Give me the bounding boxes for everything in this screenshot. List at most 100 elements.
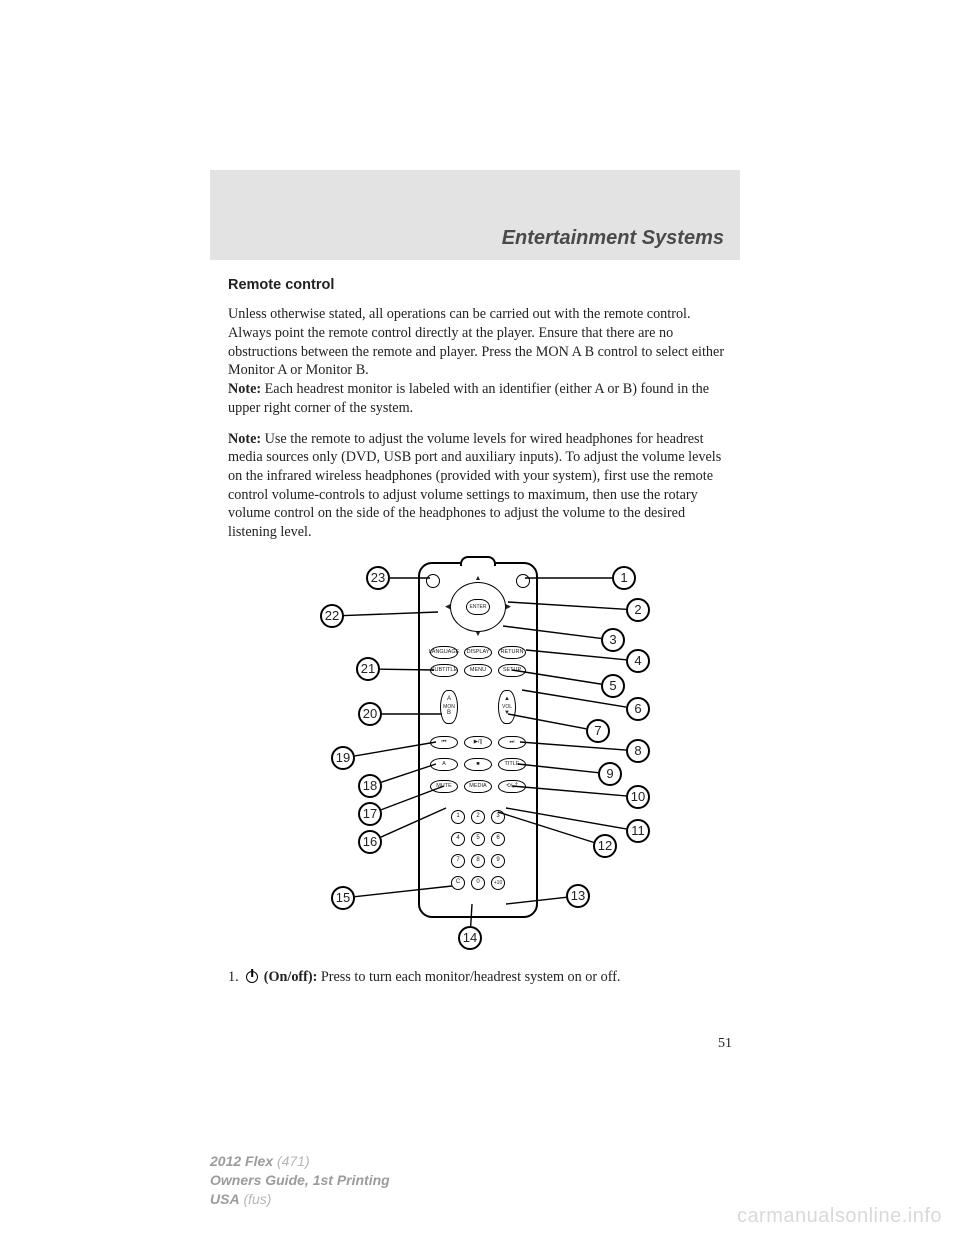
callout-10: 10 bbox=[626, 785, 650, 809]
key-8: 8 bbox=[471, 854, 485, 868]
callout-4: 4 bbox=[626, 649, 650, 673]
button-row-6: A ■ TITLE bbox=[420, 758, 536, 771]
key-plus10: +10 bbox=[491, 876, 505, 890]
dpad-left-icon: ◀ bbox=[445, 602, 450, 611]
callout-12: 12 bbox=[593, 834, 617, 858]
enter-button: ENTER bbox=[466, 599, 490, 615]
display-button: DISPLAY bbox=[464, 646, 492, 659]
note2-label: Note: bbox=[228, 431, 261, 447]
intro-paragraph: Unless otherwise stated, all operations … bbox=[228, 305, 728, 417]
dpad-down-icon: ▼ bbox=[475, 630, 482, 639]
note1-label: Note: bbox=[228, 381, 261, 397]
page-number: 51 bbox=[718, 1036, 732, 1052]
callout-22: 22 bbox=[320, 604, 344, 628]
vol-text: VOL bbox=[502, 704, 512, 711]
key-c: C bbox=[451, 876, 465, 890]
dpad: ENTER ▲ ▼ ◀ ▶ bbox=[443, 576, 513, 638]
button-row-2: LANGUAGE DISPLAY RETURN bbox=[420, 646, 536, 659]
intro-text: Unless otherwise stated, all operations … bbox=[228, 306, 724, 378]
media-button: MEDIA bbox=[464, 780, 492, 793]
key-3: 3 bbox=[491, 810, 505, 824]
footer: 2012 Flex (471) Owners Guide, 1st Printi… bbox=[210, 1152, 390, 1209]
power-button bbox=[516, 574, 530, 588]
repeat-shuffle-button: ⟲/⤴ bbox=[498, 780, 526, 793]
mon-b-icon: B bbox=[447, 710, 451, 718]
dpad-up-icon: ▲ bbox=[475, 574, 482, 583]
keypad-row-4: C 0 +10 bbox=[420, 876, 536, 890]
item1-prefix: 1. bbox=[228, 969, 242, 985]
footer-model-code: (471) bbox=[273, 1153, 310, 1169]
callout-2: 2 bbox=[626, 598, 650, 622]
callout-15: 15 bbox=[331, 886, 355, 910]
callout-7: 7 bbox=[586, 719, 610, 743]
keypad-row-1: 1 2 3 bbox=[420, 810, 536, 824]
remote-control-heading: Remote control bbox=[228, 276, 728, 295]
manual-page: Entertainment Systems Remote control Unl… bbox=[0, 0, 960, 1242]
key-2: 2 bbox=[471, 810, 485, 824]
callout-8: 8 bbox=[626, 739, 650, 763]
key-6: 6 bbox=[491, 832, 505, 846]
subtitle-button: SUBTITLE bbox=[430, 664, 458, 677]
callout-9: 9 bbox=[598, 762, 622, 786]
footer-line1: 2012 Flex (471) bbox=[210, 1152, 390, 1171]
stop-button: ■ bbox=[464, 758, 492, 771]
callout-3: 3 bbox=[601, 628, 625, 652]
button-row-5: ⏮ ▶/∥ ⏭ bbox=[420, 736, 536, 749]
callout-1: 1 bbox=[612, 566, 636, 590]
control-item-1: 1. (On/off): Press to turn each monitor/… bbox=[228, 968, 728, 987]
prev-button: ⏮ bbox=[430, 736, 458, 749]
callout-23: 23 bbox=[366, 566, 390, 590]
callout-6: 6 bbox=[626, 697, 650, 721]
key-7: 7 bbox=[451, 854, 465, 868]
mon-rocker: A MON B bbox=[440, 690, 458, 724]
key-1: 1 bbox=[451, 810, 465, 824]
item1-label: (On/off): bbox=[260, 969, 317, 985]
remote-outline: ENTER ▲ ▼ ◀ ▶ LANGUAGE DISPLAY RETURN SU… bbox=[418, 562, 538, 918]
mon-text: MON bbox=[443, 704, 455, 711]
dpad-right-icon: ▶ bbox=[506, 602, 511, 611]
illumination-button bbox=[426, 574, 440, 588]
note2-text: Use the remote to adjust the volume leve… bbox=[228, 431, 721, 541]
page-content: Remote control Unless otherwise stated, … bbox=[228, 276, 728, 999]
vol-down-icon: ▼ bbox=[504, 710, 510, 718]
footer-line3: USA (fus) bbox=[210, 1190, 390, 1209]
key-5: 5 bbox=[471, 832, 485, 846]
item1-text: Press to turn each monitor/headrest syst… bbox=[317, 969, 620, 985]
mute-button: MUTE bbox=[430, 780, 458, 793]
mon-a-icon: A bbox=[447, 696, 451, 704]
callout-11: 11 bbox=[626, 819, 650, 843]
button-row-7: MUTE MEDIA ⟲/⤴ bbox=[420, 780, 536, 793]
setup-button: SETUP bbox=[498, 664, 526, 677]
vol-up-icon: ▲ bbox=[504, 696, 510, 704]
callout-16: 16 bbox=[358, 830, 382, 854]
footer-country: USA bbox=[210, 1191, 240, 1207]
remote-emitter bbox=[460, 556, 496, 566]
keypad-row-3: 7 8 9 bbox=[420, 854, 536, 868]
callout-13: 13 bbox=[566, 884, 590, 908]
key-4: 4 bbox=[451, 832, 465, 846]
button-row-3: SUBTITLE MENU SETUP bbox=[420, 664, 536, 677]
callout-5: 5 bbox=[601, 674, 625, 698]
key-9: 9 bbox=[491, 854, 505, 868]
a-button: A bbox=[430, 758, 458, 771]
callout-20: 20 bbox=[358, 702, 382, 726]
header-band: Entertainment Systems bbox=[210, 170, 740, 260]
next-button: ⏭ bbox=[498, 736, 526, 749]
title-button: TITLE bbox=[498, 758, 526, 771]
remote-diagram: ENTER ▲ ▼ ◀ ▶ LANGUAGE DISPLAY RETURN SU… bbox=[228, 554, 728, 954]
callout-19: 19 bbox=[331, 746, 355, 770]
footer-line2: Owners Guide, 1st Printing bbox=[210, 1171, 390, 1190]
return-button: RETURN bbox=[498, 646, 526, 659]
power-icon bbox=[246, 971, 258, 983]
callout-17: 17 bbox=[358, 802, 382, 826]
section-header: Entertainment Systems bbox=[502, 227, 724, 250]
note2-paragraph: Note: Use the remote to adjust the volum… bbox=[228, 430, 728, 542]
callout-18: 18 bbox=[358, 774, 382, 798]
play-pause-button: ▶/∥ bbox=[464, 736, 492, 749]
vol-label: ▲ VOL ▼ bbox=[498, 690, 516, 724]
footer-model: 2012 Flex bbox=[210, 1153, 273, 1169]
menu-button: MENU bbox=[464, 664, 492, 677]
language-button: LANGUAGE bbox=[430, 646, 458, 659]
callout-14: 14 bbox=[458, 926, 482, 950]
callout-21: 21 bbox=[356, 657, 380, 681]
